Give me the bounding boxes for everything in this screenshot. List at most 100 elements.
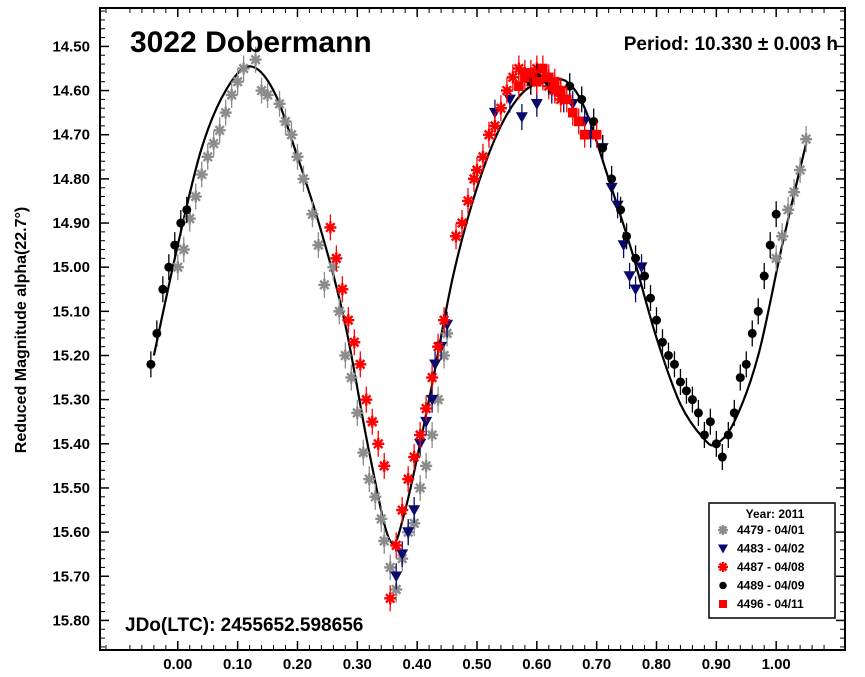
- data-point: [717, 444, 727, 471]
- y-tick-label: 15.30: [52, 392, 90, 409]
- data-point: [345, 364, 358, 391]
- data-point: [306, 201, 319, 228]
- x-tick-label: 0.10: [223, 656, 252, 673]
- data-point: [494, 95, 507, 122]
- data-point: [189, 183, 202, 210]
- data-point: [291, 143, 304, 170]
- data-point: [279, 108, 292, 135]
- data-point: [538, 55, 548, 82]
- y-tick-label: 14.90: [52, 215, 90, 232]
- data-point: [219, 99, 232, 126]
- y-tick-label: 15.80: [52, 612, 90, 629]
- legend: Year: 2011 4479 - 04/01 4483 - 04/02 4487 …: [708, 502, 836, 619]
- data-point: [158, 276, 168, 303]
- x-tick-label: 0.20: [283, 656, 312, 673]
- data-point: [567, 99, 578, 126]
- y-tick-label: 14.70: [52, 127, 90, 144]
- data-point: [237, 55, 250, 82]
- data-point: [681, 377, 691, 404]
- data-point: [657, 329, 667, 356]
- data-point: [765, 232, 775, 259]
- data-point: [414, 421, 427, 448]
- data-point: [462, 187, 475, 214]
- data-point: [336, 276, 349, 303]
- data-point: [555, 77, 566, 104]
- legend-label: 4496 - 04/11: [737, 597, 804, 611]
- data-point: [182, 196, 192, 223]
- data-point: [782, 196, 795, 223]
- data-point: [384, 585, 397, 612]
- jdo-label: JDo(LTC): 2455652.598656: [125, 615, 363, 636]
- data-point: [378, 527, 391, 554]
- data-point: [146, 351, 156, 378]
- series-4: [514, 55, 602, 148]
- data-point: [470, 157, 483, 184]
- data-point: [324, 214, 337, 241]
- data-point: [225, 81, 238, 108]
- x-tick-label: 0.40: [403, 656, 432, 673]
- data-point: [771, 201, 781, 228]
- data-point: [663, 342, 673, 369]
- data-point: [164, 254, 174, 281]
- data-point: [530, 90, 543, 117]
- data-point: [351, 399, 364, 426]
- data-point: [357, 439, 370, 466]
- data-point: [369, 483, 382, 510]
- y-tick-label: 15.00: [52, 259, 90, 276]
- data-point: [249, 46, 262, 73]
- data-point: [432, 333, 445, 360]
- data-point: [195, 161, 208, 188]
- data-point: [213, 117, 226, 144]
- data-point: [354, 351, 367, 378]
- data-point: [420, 395, 433, 422]
- data-point: [360, 386, 373, 413]
- legend-item: 4487 - 04/08: [718, 560, 805, 574]
- data-point: [735, 364, 745, 391]
- data-point: [629, 276, 642, 303]
- data-point: [171, 254, 184, 281]
- legend-box: [708, 502, 836, 619]
- data-point: [759, 263, 769, 290]
- data-point: [526, 59, 536, 86]
- data-point: [201, 143, 214, 170]
- data-point: [800, 126, 813, 153]
- legend-items: 4479 - 04/01 4483 - 04/02 4487 - 04/08 4489…: [718, 523, 805, 611]
- y-tick-label: 14.60: [52, 83, 90, 100]
- data-point: [652, 307, 662, 334]
- data-point: [426, 421, 439, 448]
- data-point: [273, 90, 286, 117]
- axis-ticks: 0.00 0.10 0.20 0.30 0.40 0.50 0.60 0.70 0.80 0.90…: [52, 8, 845, 673]
- data-point: [514, 73, 524, 100]
- period-label: Period: 10.330 ± 0.003 h: [624, 34, 838, 55]
- x-tick-label: 0.80: [642, 656, 671, 673]
- data-point: [520, 64, 530, 91]
- y-tick-label: 15.10: [52, 303, 90, 320]
- data-point: [579, 121, 590, 148]
- data-point: [402, 519, 415, 546]
- series-3: [146, 64, 781, 471]
- data-point: [207, 130, 220, 157]
- x-tick-label: 0.70: [582, 656, 611, 673]
- data-point: [532, 68, 542, 95]
- data-point: [333, 298, 346, 325]
- data-point: [384, 554, 397, 581]
- data-point: [176, 210, 186, 237]
- data-point: [753, 298, 763, 325]
- x-tick-label: 0.30: [343, 656, 372, 673]
- data-point: [675, 368, 685, 395]
- data-point: [366, 408, 379, 435]
- data-point: [723, 421, 733, 448]
- x-tick-label: 0.60: [522, 656, 551, 673]
- chart-title: 3022 Dobermann: [130, 26, 372, 59]
- data-point: [729, 399, 739, 426]
- data-point: [598, 134, 608, 161]
- data-point: [543, 64, 554, 91]
- fit-curve-layer: [152, 65, 808, 545]
- y-axis-label: Reduced Magnitude alpha(22.7°): [13, 207, 30, 453]
- data-point: [488, 112, 501, 139]
- legend-title: Year: 2011: [746, 507, 805, 521]
- y-tick-label: 15.50: [52, 480, 90, 497]
- data-point: [640, 263, 650, 290]
- data-point: [375, 505, 388, 532]
